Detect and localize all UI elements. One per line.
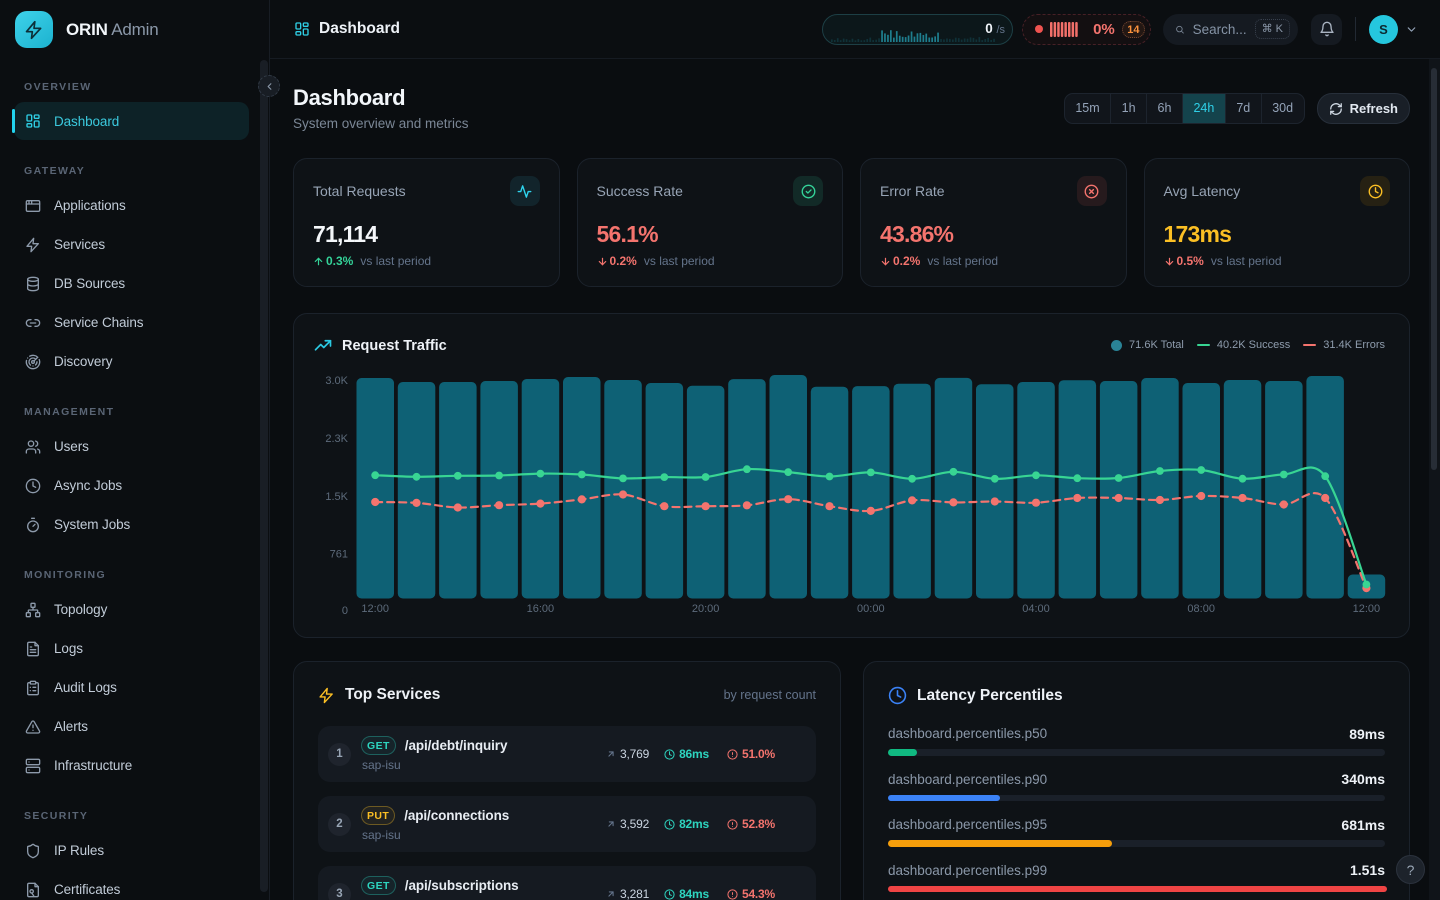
svg-text:04:00: 04:00 bbox=[1022, 603, 1050, 615]
svg-text:12:00: 12:00 bbox=[1353, 603, 1381, 615]
svg-text:761: 761 bbox=[330, 549, 348, 561]
svg-text:12:00: 12:00 bbox=[361, 603, 389, 615]
svg-text:16:00: 16:00 bbox=[527, 603, 555, 615]
svg-text:3.0K: 3.0K bbox=[325, 375, 348, 387]
svg-text:08:00: 08:00 bbox=[1187, 603, 1215, 615]
svg-text:20:00: 20:00 bbox=[692, 603, 720, 615]
svg-text:0: 0 bbox=[342, 605, 348, 617]
svg-text:2.3K: 2.3K bbox=[325, 433, 348, 445]
svg-text:00:00: 00:00 bbox=[857, 603, 885, 615]
svg-text:1.5K: 1.5K bbox=[325, 491, 348, 503]
